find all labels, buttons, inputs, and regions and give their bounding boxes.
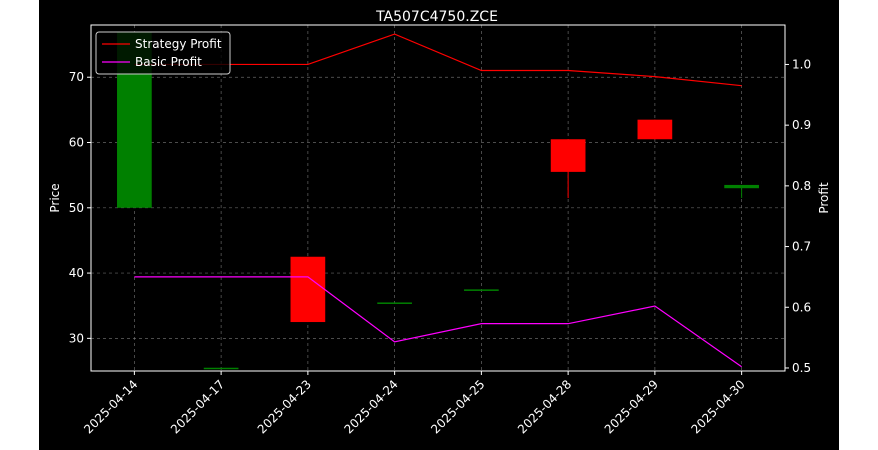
left-tick-label: 70	[69, 70, 84, 84]
chart-title: TA507C4750.ZCE	[375, 9, 498, 25]
right-tick-label: 0.5	[792, 361, 811, 375]
left-tick-label: 40	[69, 266, 84, 280]
right-tick-label: 0.6	[792, 300, 811, 314]
basic-profit-line	[134, 276, 742, 368]
candle-body	[290, 256, 326, 323]
right-axis: 0.5 0.6 0.7 0.8 0.9 1.0	[785, 57, 811, 375]
x-tick-label: 2025-04-14	[81, 377, 140, 436]
candles	[117, 31, 759, 370]
strategy-profit-line	[134, 33, 742, 87]
x-tick-label: 2025-04-25	[428, 377, 487, 436]
legend-label-strategy-profit: Strategy Profit	[135, 37, 222, 51]
left-axis: 30 40 50 60 70	[69, 70, 91, 345]
y-axis-label-right: Profit	[817, 182, 831, 214]
legend: Strategy Profit Basic Profit	[95, 31, 231, 75]
candle-body	[724, 184, 759, 189]
right-tick-label: 0.7	[792, 240, 811, 254]
candle-body	[203, 367, 239, 370]
right-tick-label: 0.9	[792, 118, 811, 132]
x-tick-label: 2025-04-29	[602, 377, 661, 436]
grid-lines	[91, 25, 785, 371]
right-tick-label: 1.0	[792, 57, 811, 71]
left-tick-label: 30	[69, 331, 84, 345]
x-tick-label: 2025-04-17	[168, 377, 227, 436]
x-tick-label: 2025-04-28	[515, 377, 574, 436]
x-tick-label: 2025-04-23	[255, 377, 314, 436]
candle-body	[377, 302, 412, 304]
right-tick-label: 0.8	[792, 179, 811, 193]
candle-body	[464, 289, 499, 291]
legend-box	[95, 31, 231, 75]
left-tick-label: 50	[69, 201, 84, 215]
y-axis-label-left: Price	[48, 183, 62, 212]
left-tick-label: 60	[69, 136, 84, 150]
candle-body	[637, 119, 673, 140]
profit-lines	[134, 33, 742, 368]
x-axis: 2025-04-14 2025-04-17 2025-04-23 2025-04-24…	[81, 371, 748, 436]
plot-frame	[90, 24, 786, 372]
legend-label-basic-profit: Basic Profit	[135, 55, 202, 69]
x-tick-label: 2025-04-24	[342, 377, 401, 436]
chart-figure: TA507C4750.ZCE 30 40 50 60 70 0.5 0.6 0.7 0.8 0.…	[39, 0, 839, 450]
candle-body	[550, 139, 586, 172]
x-tick-label: 2025-04-30	[689, 377, 748, 436]
